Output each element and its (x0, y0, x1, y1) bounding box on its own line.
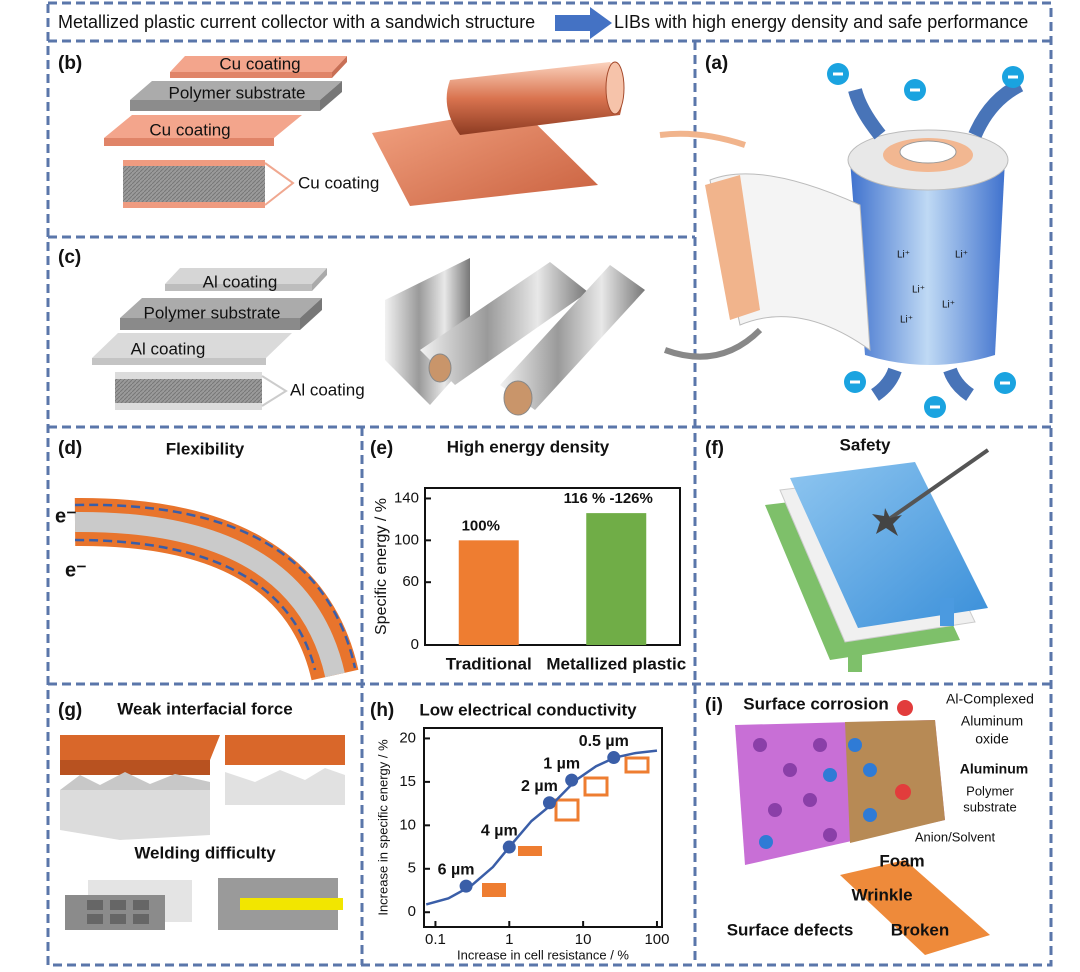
y-axis-label: Specific energy / % (373, 498, 390, 635)
y-tick-label: 0 (408, 903, 416, 920)
bar (586, 513, 647, 645)
x-tick-label: Traditional (446, 654, 532, 673)
electron: e⁻ (55, 505, 77, 527)
annotation: Polymer (966, 783, 1014, 798)
data-point (459, 879, 473, 893)
y-tick-label: 5 (408, 860, 416, 877)
panel-g: (g) Weak interfacial force Welding diffi… (58, 699, 345, 930)
panel-d: (d) Flexibility e⁻ e⁻ (55, 438, 359, 681)
header-left: Metallized plastic current collector wit… (58, 12, 535, 32)
data-point (542, 796, 556, 810)
panel-h: (h) Low electrical conductivity (370, 700, 650, 897)
panel-title: Flexibility (166, 439, 245, 458)
panel-subtitle: Welding difficulty (134, 843, 276, 862)
point-label: 0.5 µm (579, 733, 629, 750)
annotation: Anion/Solvent (915, 829, 996, 844)
panel-title: High energy density (447, 437, 610, 456)
annotation: oxide (975, 731, 1009, 747)
header-arrow (555, 7, 612, 39)
defects-title: Surface defects (727, 920, 854, 939)
plot-frame (424, 487, 681, 646)
annotation: Aluminum (961, 713, 1023, 729)
ion-label: Li⁺ (912, 285, 925, 296)
panel-label: (b) (58, 53, 82, 74)
point-label: 6 µm (438, 861, 475, 878)
curve (425, 749, 658, 906)
layer-label: Polymer substrate (144, 303, 281, 322)
y-tick-label: 100 (394, 531, 419, 548)
y-tick-label: 10 (399, 816, 416, 833)
value-label: 100% (462, 517, 500, 534)
point-label: 4 µm (481, 822, 518, 839)
layer-label: Al coating (203, 272, 278, 291)
layer-label: Al coating (131, 339, 206, 358)
bar (458, 540, 519, 645)
x-tick-label: 10 (575, 931, 592, 948)
panel-title: Weak interfacial force (117, 699, 292, 718)
y-tick-label: 60 (402, 573, 419, 590)
ion-label: Li⁺ (900, 315, 913, 326)
point-label: 1 µm (543, 755, 580, 772)
panel-a: (a) Li⁺ Li⁺ Li⁺ Li⁺ Li⁺ (659, 53, 1024, 418)
annotation: Aluminum (960, 761, 1028, 777)
layer-label: Cu coating (219, 54, 300, 73)
panel-title: Safety (839, 435, 891, 454)
ion-label: Li⁺ (955, 250, 968, 261)
panel-label: (i) (705, 695, 723, 716)
point-label: 2 µm (521, 778, 558, 795)
x-tick-label: 1 (505, 931, 513, 948)
panel-label: (a) (705, 53, 728, 74)
y-axis-label: Increase in specific energy / % (375, 739, 390, 916)
value-label: 116 % -126% (564, 490, 653, 507)
x-axis-label: Increase in cell resistance / % (457, 947, 629, 962)
panel-label: (d) (58, 438, 82, 459)
x-tick-label: 0.1 (425, 931, 446, 948)
panel-f: (f) Safety (705, 435, 990, 672)
panel-i: (i) Surface corrosion Al-Complexed Alumi… (705, 691, 1034, 955)
panel-label: (g) (58, 700, 82, 721)
panel-label: (f) (705, 438, 724, 459)
annotation: substrate (963, 799, 1016, 814)
callout: Cu coating (298, 173, 379, 192)
electron: e⁻ (65, 559, 87, 581)
y-tick-label: 20 (399, 729, 416, 746)
panel-title: Surface corrosion (743, 694, 889, 713)
y-tick-label: 15 (399, 773, 416, 790)
callout: Al coating (290, 380, 365, 399)
x-tick-label: Metallized plastic (546, 654, 686, 673)
panel-e: (e) High energy density (370, 437, 610, 459)
defect-label: Foam (879, 851, 924, 870)
panel-c: (c) Al coating Polymer substrate Al coat… (58, 247, 645, 416)
defect-label: Broken (891, 920, 950, 939)
data-point (607, 751, 621, 765)
layer-label: Polymer substrate (169, 83, 306, 102)
panel-label: (c) (58, 247, 81, 268)
panel-label: (e) (370, 438, 393, 459)
defect-label: Wrinkle (851, 885, 912, 904)
panel-b: (b) Cu coating Polymer substrate Cu coat… (58, 53, 625, 208)
ion-label: Li⁺ (942, 300, 955, 311)
layer-label: Cu coating (149, 120, 230, 139)
x-tick-label: 100 (644, 931, 669, 948)
y-tick-label: 0 (411, 636, 419, 653)
panel-label: (h) (370, 700, 394, 721)
y-tick-label: 140 (394, 489, 419, 506)
annotation: Al-Complexed (946, 691, 1034, 707)
ion-label: Li⁺ (897, 250, 910, 261)
plot-frame (423, 727, 663, 928)
data-point (502, 840, 516, 854)
panel-frames (46, 1, 1053, 967)
data-point (565, 773, 579, 787)
panel-title: Low electrical conductivity (419, 700, 637, 719)
header-right: LIBs with high energy density and safe p… (614, 12, 1028, 32)
